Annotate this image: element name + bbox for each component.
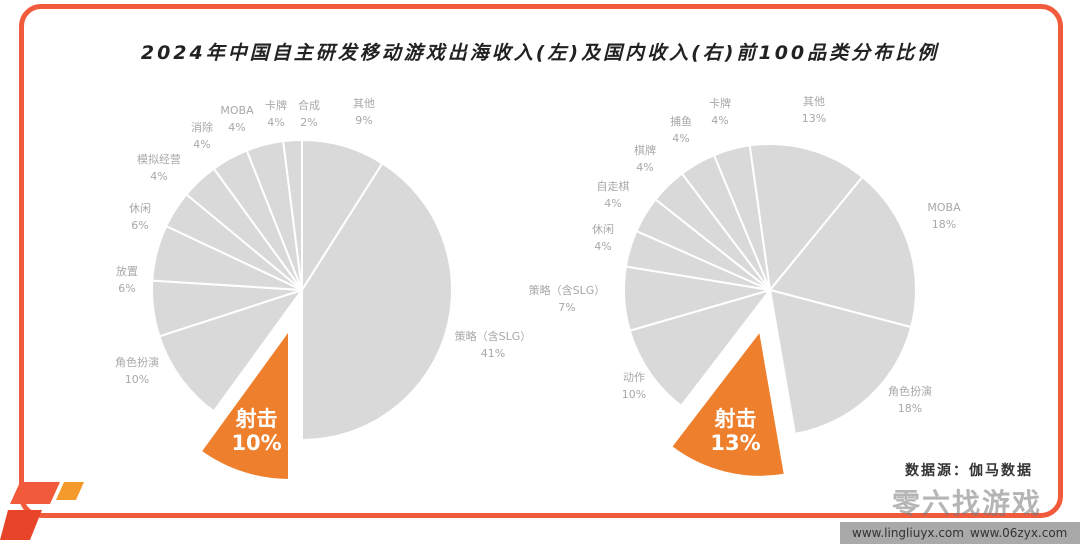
slice-label: 动作 10% [622,371,646,401]
pie-slice-0-2 [199,326,291,481]
slice-label: 棋牌 4% [634,143,656,174]
pie-slice-1-0 [748,143,864,293]
slice-label: 自走棋 4% [597,179,630,210]
watermark-bar [840,522,1080,544]
pie-slice-0-0 [301,138,384,294]
slice-label: MOBA 18% [927,201,961,231]
slice-label: 休闲 4% [592,222,614,253]
pie-slice-1-1 [768,175,917,329]
pie-slice-1-3 [669,328,787,478]
watermark-name: 零六找游戏 [892,487,1043,520]
slice-label: MOBA 4% [220,104,254,134]
slice-label: 角色扮演 18% [888,384,932,415]
slice-label: 其他 13% [802,95,826,125]
slice-label: 卡牌 4% [709,96,731,127]
slice-label: 策略（含SLG） 7% [529,283,606,314]
slice-label: 合成 2% [298,98,320,129]
slice-label: 放置 6% [116,264,138,295]
data-source: 数据源：伽马数据 [905,463,1033,479]
slice-label: 射击 10% [231,407,281,455]
brand-logo-icon [0,482,84,540]
slice-label: 策略（含SLG） 41% [455,329,532,360]
slice-label: 模拟经营 4% [137,152,181,183]
slice-label: 角色扮演 10% [115,355,159,386]
watermark-url-1: www.lingliuyx.com [852,526,964,540]
pie-slice-0-10 [282,138,303,291]
watermark-url-2: www.06zyx.com [970,526,1068,540]
pie-left-overseas: 其他 9% 策略（含SLG） 41% 射击 10% 角色扮演 10% 放置 6% 休闲 6% 模拟经营 4… [115,97,532,481]
slice-label: 射击 13% [710,407,760,455]
slice-label: 消除 4% [191,120,213,151]
pie-slice-0-3 [158,288,305,413]
pie-slice-0-1 [301,161,453,442]
chart-title: 2024年中国自主研发移动游戏出海收入(左)及国内收入(右)前100品类分布比例 [140,42,940,64]
pie-right-domestic: 其他 13% MOBA 18% 角色扮演 18% 射击 13% 动作 10% 策略（含SLG） 7% 休… [529,95,961,478]
pie-slice-1-4 [628,288,773,408]
slice-label: 其他 9% [353,97,375,127]
pie-slice-1-10 [712,144,771,291]
slice-label: 卡牌 4% [265,98,287,129]
slice-label: 休闲 6% [129,201,151,232]
pie-slice-1-2 [768,288,913,436]
slice-label: 捕鱼 4% [670,114,692,145]
